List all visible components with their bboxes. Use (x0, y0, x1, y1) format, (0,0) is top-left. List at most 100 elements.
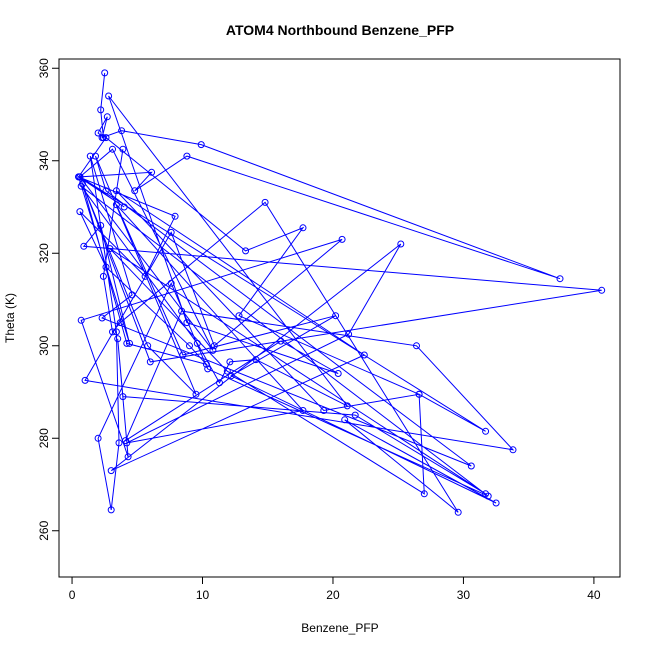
data-point (226, 358, 234, 366)
data-point (186, 342, 193, 350)
data-point (242, 247, 250, 255)
data-point (178, 307, 186, 315)
data-point (101, 69, 109, 77)
data-point (454, 508, 462, 516)
data-point (252, 356, 260, 364)
data-point (223, 367, 231, 375)
data-point (345, 330, 353, 338)
data-point (109, 145, 116, 153)
data-point (397, 240, 405, 248)
data-point (112, 187, 120, 195)
data-point (99, 272, 107, 280)
data-point (209, 346, 217, 354)
data-point (119, 145, 127, 153)
data-point (299, 224, 307, 232)
data-point (97, 222, 105, 229)
data-point (338, 235, 346, 243)
data-point (598, 286, 606, 294)
x-axis: 0 10 20 30 40 (69, 576, 601, 602)
data-point (146, 358, 154, 366)
y-tick-label: 360 (37, 58, 51, 78)
data-point (183, 319, 191, 327)
data-point (112, 328, 120, 336)
data-point (103, 113, 111, 121)
y-axis: 260 280 300 320 340 360 (37, 58, 60, 541)
data-point (119, 393, 127, 401)
data-point (80, 242, 88, 250)
data-point (420, 490, 428, 498)
chart-title: ATOM4 Northbound Benzene_PFP (226, 22, 454, 38)
data-point (107, 467, 115, 475)
data-point (509, 446, 517, 454)
data-point (415, 390, 423, 398)
data-point (235, 312, 243, 320)
x-tick-label: 0 (69, 588, 76, 602)
data-point (193, 339, 201, 347)
data-point (92, 152, 99, 160)
data-point (77, 316, 85, 324)
series-line (77, 72, 602, 513)
data-point (334, 370, 342, 377)
y-tick-label: 340 (37, 150, 51, 170)
data-point (197, 141, 205, 149)
data-point (556, 275, 564, 283)
data-point (105, 92, 113, 100)
y-tick-label: 260 (37, 520, 51, 540)
data-point (167, 279, 175, 287)
data-point (107, 506, 115, 514)
data-point (492, 499, 500, 507)
data-point (467, 462, 475, 470)
data-point (192, 390, 200, 398)
data-point (77, 182, 85, 190)
series-layer (77, 72, 602, 513)
data-point (482, 427, 490, 435)
y-axis-label: Theta (K) (3, 293, 17, 343)
data-point (261, 198, 269, 206)
data-point (216, 379, 223, 387)
data-point (210, 342, 218, 350)
data-point (97, 106, 105, 114)
x-tick-label: 30 (457, 588, 471, 602)
data-point (204, 365, 212, 373)
data-point (124, 453, 132, 461)
data-point (106, 245, 114, 253)
data-point (202, 360, 210, 368)
data-point (123, 339, 131, 347)
x-tick-label: 10 (196, 588, 210, 602)
data-point (351, 411, 359, 419)
data-point (341, 416, 349, 424)
data-point (167, 228, 175, 236)
data-point (171, 212, 179, 220)
data-point (141, 272, 149, 280)
data-point (114, 335, 122, 343)
data-point (76, 208, 84, 216)
data-point (115, 439, 123, 447)
data-point (94, 129, 102, 137)
data-point (102, 187, 110, 195)
data-point (413, 342, 420, 350)
data-point (128, 291, 136, 299)
data-point (112, 201, 120, 209)
data-point (75, 173, 83, 181)
data-point (148, 168, 156, 176)
x-tick-label: 40 (587, 588, 601, 602)
data-point (81, 376, 89, 384)
data-point (86, 152, 94, 160)
data-point (94, 434, 102, 442)
data-point (120, 203, 128, 211)
data-point (102, 134, 110, 142)
data-point (277, 337, 285, 345)
y-tick-label: 280 (37, 428, 51, 448)
y-tick-label: 300 (37, 335, 51, 355)
data-point (109, 328, 116, 336)
data-point (131, 187, 139, 195)
data-point (123, 439, 131, 447)
x-axis-label: Benzene_PFP (301, 621, 378, 635)
points-layer (75, 69, 606, 516)
data-point (183, 152, 191, 160)
data-point (343, 402, 351, 410)
data-point (179, 351, 187, 359)
data-point (227, 372, 235, 380)
data-point (126, 339, 133, 347)
